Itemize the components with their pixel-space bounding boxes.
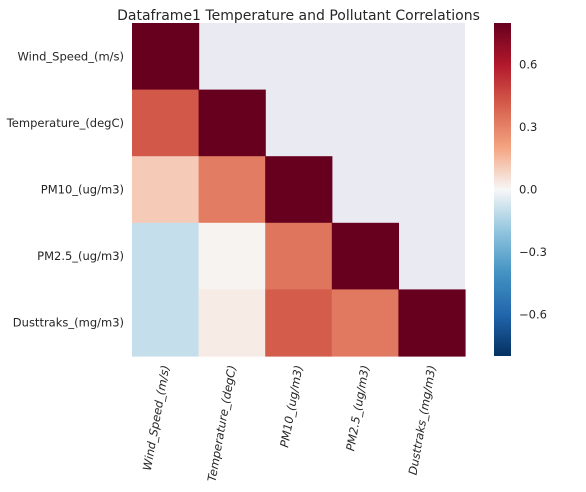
chart-title: Dataframe1 Temperature and Pollutant Cor… [117, 8, 480, 24]
column-tick-label: Dusttraks_(mg/m3) [406, 364, 439, 476]
heatmap-cell [331, 289, 399, 357]
column-labels: Wind_Speed_(m/s) Temperature_(degC) PM10_(… [140, 364, 439, 483]
column-tick-label: PM10_(ug/m3) [277, 364, 305, 448]
colorbar-tick-label: −0.6 [519, 307, 547, 321]
heatmap-cell [198, 89, 266, 157]
heatmap-cell [331, 222, 399, 290]
colorbar-tick-label: 0.6 [519, 58, 537, 72]
heatmap-cell [265, 156, 333, 224]
heatmap-cell [132, 222, 200, 290]
heatmap-cell [265, 222, 333, 290]
heatmap-cell [265, 289, 333, 357]
heatmap-cell [132, 23, 200, 91]
colorbar-tick-label: −0.3 [519, 245, 547, 259]
heatmap-cell [132, 89, 200, 157]
heatmap-cells [132, 23, 466, 357]
row-labels: Wind_Speed_(m/s) Temperature_(degC) PM10_(… [6, 49, 124, 329]
colorbar-tick-label: 0.0 [519, 183, 537, 197]
row-tick-label: PM2.5_(ug/m3) [37, 249, 124, 263]
colorbar-tick-label: 0.3 [519, 120, 537, 134]
heatmap-cell [198, 222, 266, 290]
heatmap-cell [398, 289, 466, 357]
heatmap-cell [198, 289, 266, 357]
row-tick-label: PM10_(ug/m3) [41, 183, 124, 197]
column-tick-label: PM2.5_(ug/m3) [343, 364, 372, 452]
heatmap-cell [132, 289, 200, 357]
row-tick-label: Dusttraks_(mg/m3) [13, 316, 124, 330]
heatmap-cell [198, 156, 266, 224]
heatmap-cell [132, 156, 200, 224]
colorbar-ticks: 0.6 0.3 0.0 −0.3 −0.6 [519, 58, 547, 322]
column-tick-label: Wind_Speed_(m/s) [140, 364, 172, 472]
row-tick-label: Wind_Speed_(m/s) [18, 49, 125, 63]
column-tick-label: Temperature_(degC) [205, 364, 239, 483]
colorbar [494, 23, 511, 356]
row-tick-label: Temperature_(degC) [6, 116, 124, 130]
